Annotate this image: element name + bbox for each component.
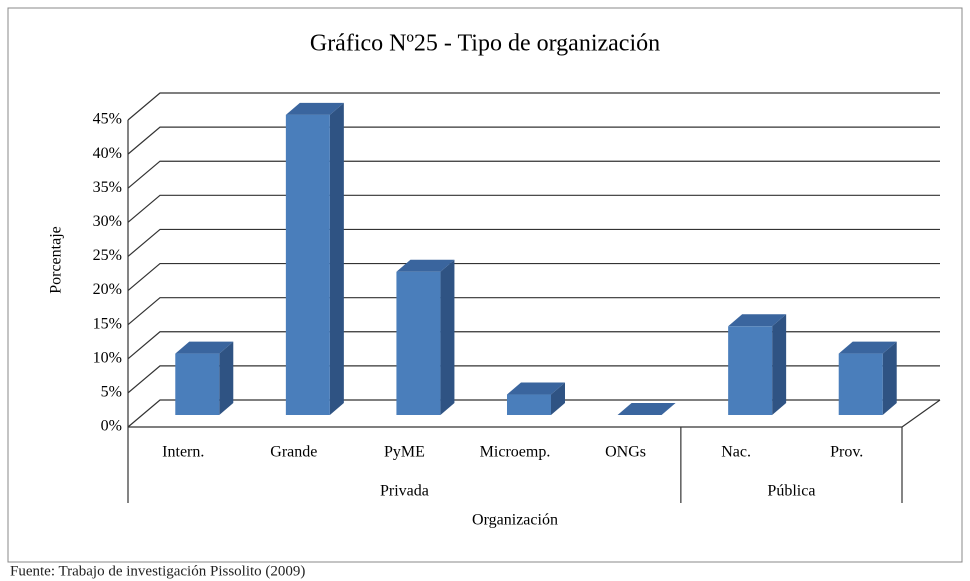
- y-tick-label: 10%: [93, 349, 122, 366]
- bar-side: [882, 341, 897, 415]
- bar-side: [551, 382, 565, 415]
- x-tick-label: Nac.: [721, 444, 751, 461]
- grid-line: [127, 297, 940, 326]
- bar-top: [396, 259, 455, 272]
- x-tick-label: Prov.: [830, 444, 863, 461]
- bar: [175, 353, 220, 415]
- y-tick-label: 40%: [93, 145, 122, 162]
- grid-line: [127, 365, 940, 394]
- y-tick-label: 15%: [93, 315, 122, 332]
- bar: [728, 326, 773, 415]
- group-label: Privada: [380, 483, 429, 500]
- bar-side: [772, 314, 787, 415]
- grid-line: [127, 92, 940, 121]
- grid-line: [127, 126, 940, 155]
- y-tick-label: 35%: [93, 179, 122, 196]
- y-tick-label: 45%: [93, 111, 122, 128]
- grid-line: [127, 160, 940, 189]
- y-tick-label: 5%: [101, 384, 122, 401]
- chart-frame: [7, 7, 963, 563]
- group-label: Pública: [767, 483, 815, 500]
- bar: [285, 114, 330, 416]
- source-note: Fuente: Trabajo de investigación Pissoli…: [10, 563, 305, 579]
- bar-top: [838, 341, 897, 354]
- grid-line: [127, 331, 940, 360]
- x-tick-label: Microemp.: [480, 444, 551, 461]
- y-tick-label: 0%: [101, 418, 122, 435]
- bar: [396, 271, 441, 415]
- x-tick-label: ONGs: [605, 444, 646, 461]
- grid-line: [127, 194, 940, 223]
- bar-top: [617, 403, 676, 415]
- chart-title: Gráfico Nº25 - Tipo de organización: [310, 31, 660, 57]
- y-axis-title: Porcentaje: [48, 226, 65, 294]
- bar-top: [728, 314, 787, 327]
- bar-side: [440, 259, 455, 415]
- x-tick-label: PyME: [384, 444, 425, 461]
- x-axis-title: Organización: [472, 512, 558, 529]
- grid-line: [127, 399, 940, 428]
- bar-side: [329, 102, 344, 416]
- x-tick-label: Grande: [270, 444, 317, 461]
- bar-top: [507, 382, 565, 395]
- bar-side: [219, 341, 234, 415]
- bar: [507, 394, 551, 415]
- y-tick-label: 30%: [93, 213, 122, 230]
- x-tick-label: Intern.: [162, 444, 204, 461]
- bar: [838, 353, 883, 415]
- y-tick-label: 20%: [93, 281, 122, 298]
- bar-top: [175, 341, 234, 354]
- bar-top: [285, 102, 344, 115]
- grid-line: [127, 228, 940, 257]
- y-tick-label: 25%: [93, 247, 122, 264]
- grid-line: [127, 262, 940, 292]
